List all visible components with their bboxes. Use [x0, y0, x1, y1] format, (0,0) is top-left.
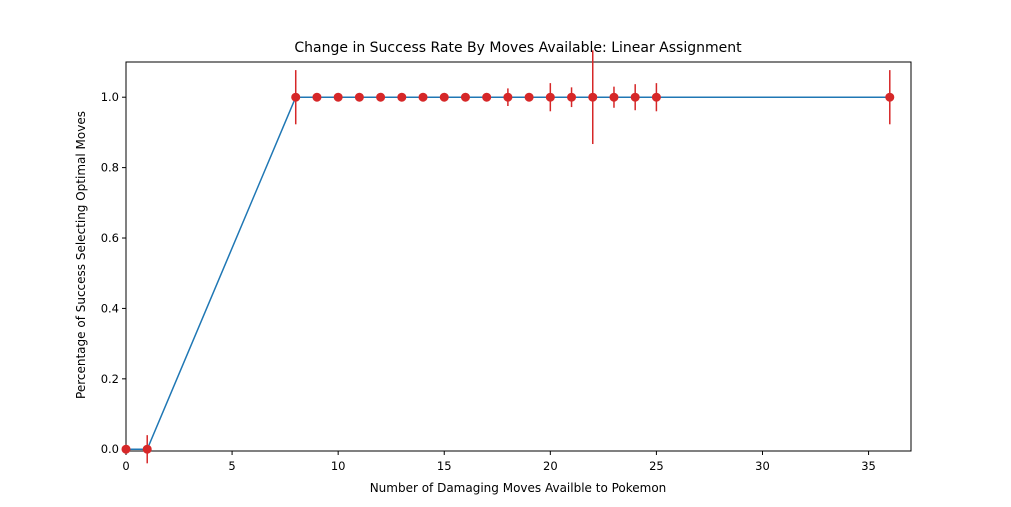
axes-frame: [125, 61, 912, 452]
data-point: [651, 92, 661, 102]
data-point: [354, 92, 364, 102]
data-point: [439, 92, 449, 102]
data-point: [333, 92, 343, 102]
y-tick-label: 0.8: [101, 161, 119, 175]
data-point: [482, 92, 492, 102]
y-tick-label: 0.6: [101, 231, 119, 245]
x-tick-label: 30: [755, 459, 770, 473]
data-point: [885, 92, 895, 102]
x-tick-label: 15: [437, 459, 452, 473]
data-point: [376, 92, 386, 102]
y-tick-label: 1.0: [101, 90, 119, 104]
y-tick-label: 0.2: [101, 372, 119, 386]
data-point: [142, 444, 152, 454]
data-point: [630, 92, 640, 102]
y-tick-label: 0.0: [101, 442, 119, 456]
y-tick-label: 0.4: [101, 301, 119, 315]
x-tick-label: 0: [122, 459, 129, 473]
y-axis-label: Percentage of Success Selecting Optimal …: [74, 111, 88, 399]
data-point: [524, 92, 534, 102]
data-point: [397, 92, 407, 102]
x-tick-label: 35: [861, 459, 876, 473]
x-tick-label: 20: [543, 459, 558, 473]
chart-title: Change in Success Rate By Moves Availabl…: [294, 40, 742, 56]
data-point: [291, 92, 301, 102]
x-axis-label: Number of Damaging Moves Availble to Pok…: [370, 481, 667, 495]
x-tick-label: 10: [331, 459, 346, 473]
data-point: [567, 92, 577, 102]
data-point: [545, 92, 555, 102]
data-point: [460, 92, 470, 102]
series-line: [126, 96, 890, 450]
plot-area: 0 5 10 15 20 25 30 35 0.0 0.2 0.4 0.6 0.8 1.0: [101, 50, 912, 473]
x-tick-label: 5: [228, 459, 235, 473]
data-point: [503, 92, 513, 102]
data-point: [312, 92, 322, 102]
data-point: [609, 92, 619, 102]
data-point: [121, 444, 131, 454]
data-point: [418, 92, 428, 102]
data-point: [588, 92, 598, 102]
x-tick-label: 25: [649, 459, 664, 473]
